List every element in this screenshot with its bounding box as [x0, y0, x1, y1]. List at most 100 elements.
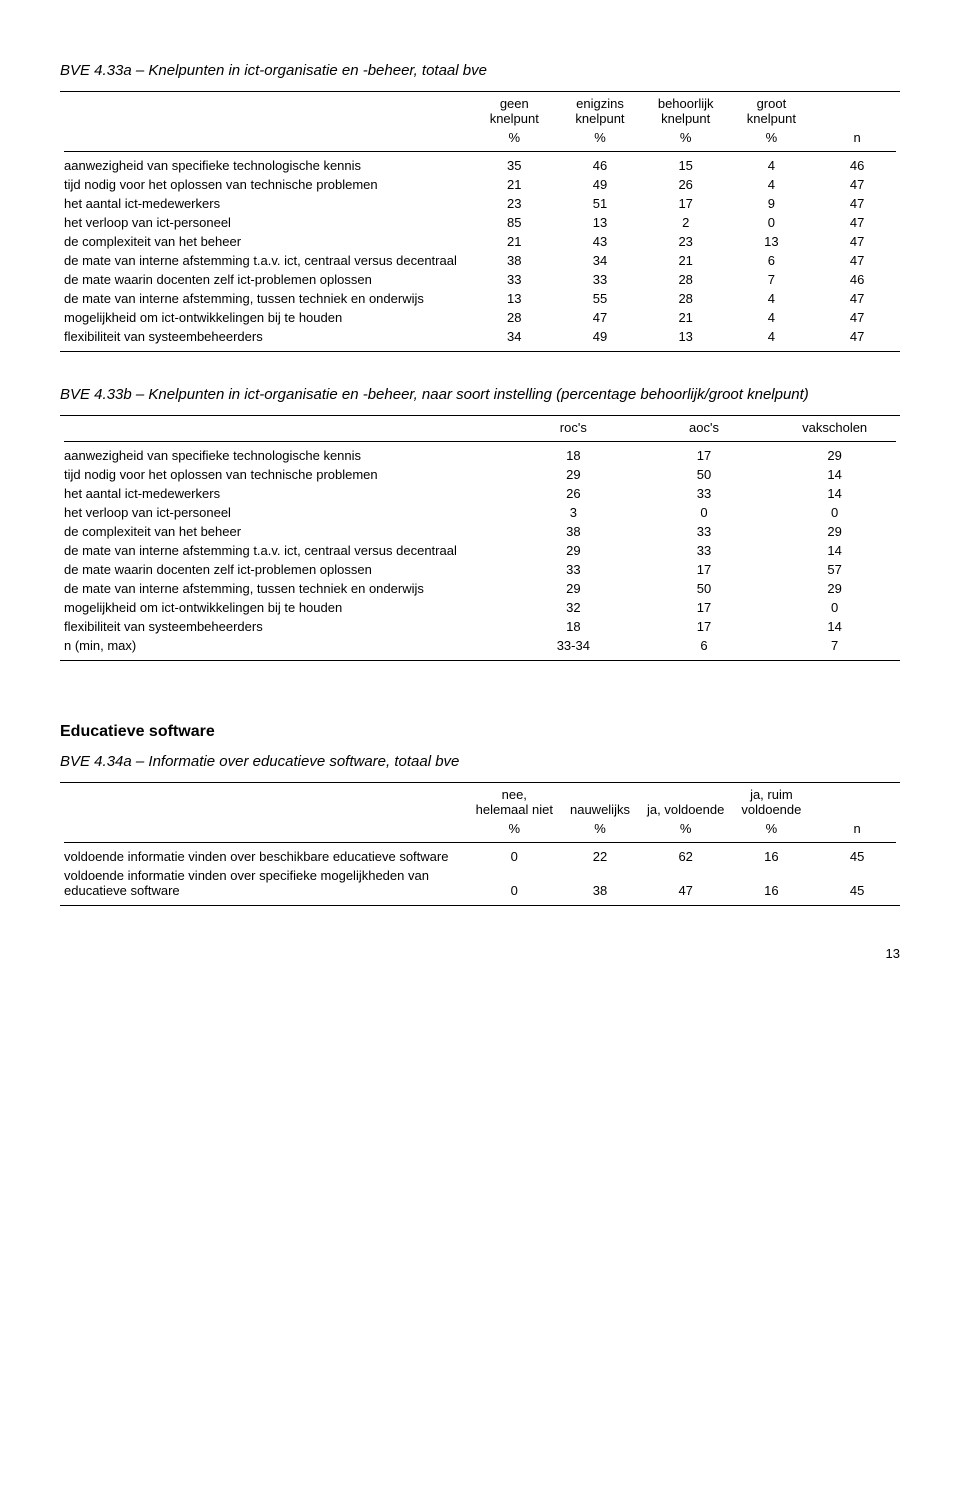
- cell-value: 6: [639, 636, 770, 655]
- table-34a-title: BVE 4.34a – Informatie over educatieve s…: [60, 751, 900, 772]
- cell-value: 13: [643, 327, 729, 346]
- cell-value: 29: [508, 465, 639, 484]
- cell-value: 47: [557, 308, 643, 327]
- row-label: de mate van interne afstemming t.a.v. ic…: [60, 541, 508, 560]
- pct-cell: %: [471, 128, 557, 147]
- cell-value: 45: [814, 866, 900, 900]
- cell-value: 34: [557, 251, 643, 270]
- table-row: flexibiliteit van systeembeheerders34491…: [60, 327, 900, 346]
- table-row: het verloop van ict-personeel300: [60, 503, 900, 522]
- cell-value: 9: [729, 194, 815, 213]
- cell-value: 13: [729, 232, 815, 251]
- cell-value: 47: [814, 213, 900, 232]
- row-label: het verloop van ict-personeel: [60, 503, 508, 522]
- cell-value: 21: [643, 308, 729, 327]
- table-header-row: geen knelpunt enigzins knelpunt behoorli…: [60, 94, 900, 128]
- table-row: het aantal ict-medewerkers263314: [60, 484, 900, 503]
- row-label: flexibiliteit van systeembeheerders: [60, 617, 508, 636]
- cell-value: 21: [471, 232, 557, 251]
- pct-cell: %: [729, 128, 815, 147]
- cell-value: 13: [557, 213, 643, 232]
- table-row: de complexiteit van het beheer383329: [60, 522, 900, 541]
- table-34a: nee, helemaal niet nauwelijks ja, voldoe…: [60, 785, 900, 900]
- cell-value: 4: [729, 156, 815, 175]
- cell-value: 18: [508, 617, 639, 636]
- cell-value: 47: [814, 175, 900, 194]
- col-header: ja, voldoende: [643, 785, 729, 819]
- cell-value: 23: [643, 232, 729, 251]
- table-row: tijd nodig voor het oplossen van technis…: [60, 465, 900, 484]
- col-header: ja, ruim voldoende: [729, 785, 815, 819]
- cell-value: 29: [508, 541, 639, 560]
- cell-value: 14: [769, 541, 900, 560]
- cell-value: 29: [508, 579, 639, 598]
- cell-value: 28: [643, 289, 729, 308]
- row-label: aanwezigheid van specifieke technologisc…: [60, 156, 471, 175]
- cell-value: 4: [729, 308, 815, 327]
- cell-value: 47: [814, 194, 900, 213]
- cell-value: 46: [557, 156, 643, 175]
- row-label: flexibiliteit van systeembeheerders: [60, 327, 471, 346]
- cell-value: 4: [729, 289, 815, 308]
- cell-value: 26: [643, 175, 729, 194]
- cell-value: 47: [814, 308, 900, 327]
- pct-cell: %: [643, 128, 729, 147]
- table-row: voldoende informatie vinden over specifi…: [60, 866, 900, 900]
- cell-value: 57: [769, 560, 900, 579]
- table-row: aanwezigheid van specifieke technologisc…: [60, 156, 900, 175]
- cell-value: 38: [471, 251, 557, 270]
- row-label: de mate van interne afstemming, tussen t…: [60, 289, 471, 308]
- row-label: voldoende informatie vinden over beschik…: [60, 847, 471, 866]
- cell-value: 33: [639, 522, 770, 541]
- cell-value: 43: [557, 232, 643, 251]
- cell-value: 85: [471, 213, 557, 232]
- cell-value: 21: [643, 251, 729, 270]
- cell-value: 33: [557, 270, 643, 289]
- cell-value: 50: [639, 579, 770, 598]
- cell-value: 0: [729, 213, 815, 232]
- divider: [60, 782, 900, 783]
- col-header: enigzins knelpunt: [557, 94, 643, 128]
- divider: [60, 351, 900, 352]
- cell-value: 38: [557, 866, 643, 900]
- cell-value: 3: [508, 503, 639, 522]
- cell-value: 6: [729, 251, 815, 270]
- pct-cell: %: [471, 819, 557, 838]
- cell-value: 29: [769, 446, 900, 465]
- pct-row: % % % % n: [60, 128, 900, 147]
- cell-value: 47: [814, 251, 900, 270]
- cell-value: 0: [769, 598, 900, 617]
- divider: [60, 91, 900, 92]
- cell-value: 14: [769, 465, 900, 484]
- table-row: het aantal ict-medewerkers235117947: [60, 194, 900, 213]
- cell-value: 47: [814, 232, 900, 251]
- table-row: n (min, max)33-3467: [60, 636, 900, 655]
- table-row: de mate waarin docenten zelf ict-problem…: [60, 560, 900, 579]
- cell-value: 0: [639, 503, 770, 522]
- row-label: n (min, max): [60, 636, 508, 655]
- row-label: aanwezigheid van specifieke technologisc…: [60, 446, 508, 465]
- col-header: geen knelpunt: [471, 94, 557, 128]
- edu-software-heading: Educatieve software: [60, 723, 900, 741]
- cell-value: 34: [471, 327, 557, 346]
- cell-value: 29: [769, 579, 900, 598]
- table-33b-title: BVE 4.33b – Knelpunten in ict-organisati…: [60, 384, 900, 405]
- table-row: aanwezigheid van specifieke technologisc…: [60, 446, 900, 465]
- cell-value: 28: [471, 308, 557, 327]
- cell-value: 29: [769, 522, 900, 541]
- pct-cell: n: [814, 128, 900, 147]
- row-label: de mate van interne afstemming t.a.v. ic…: [60, 251, 471, 270]
- divider: [60, 660, 900, 661]
- cell-value: 51: [557, 194, 643, 213]
- table-row: mogelijkheid om ict-ontwikkelingen bij t…: [60, 308, 900, 327]
- row-label: mogelijkheid om ict-ontwikkelingen bij t…: [60, 598, 508, 617]
- cell-value: 17: [639, 446, 770, 465]
- cell-value: 13: [471, 289, 557, 308]
- row-label: het aantal ict-medewerkers: [60, 484, 508, 503]
- cell-value: 50: [639, 465, 770, 484]
- table-33b: roc's aoc's vakscholen aanwezigheid van …: [60, 418, 900, 655]
- cell-value: 33: [639, 541, 770, 560]
- row-label: het aantal ict-medewerkers: [60, 194, 471, 213]
- cell-value: 45: [814, 847, 900, 866]
- col-header: [814, 94, 900, 128]
